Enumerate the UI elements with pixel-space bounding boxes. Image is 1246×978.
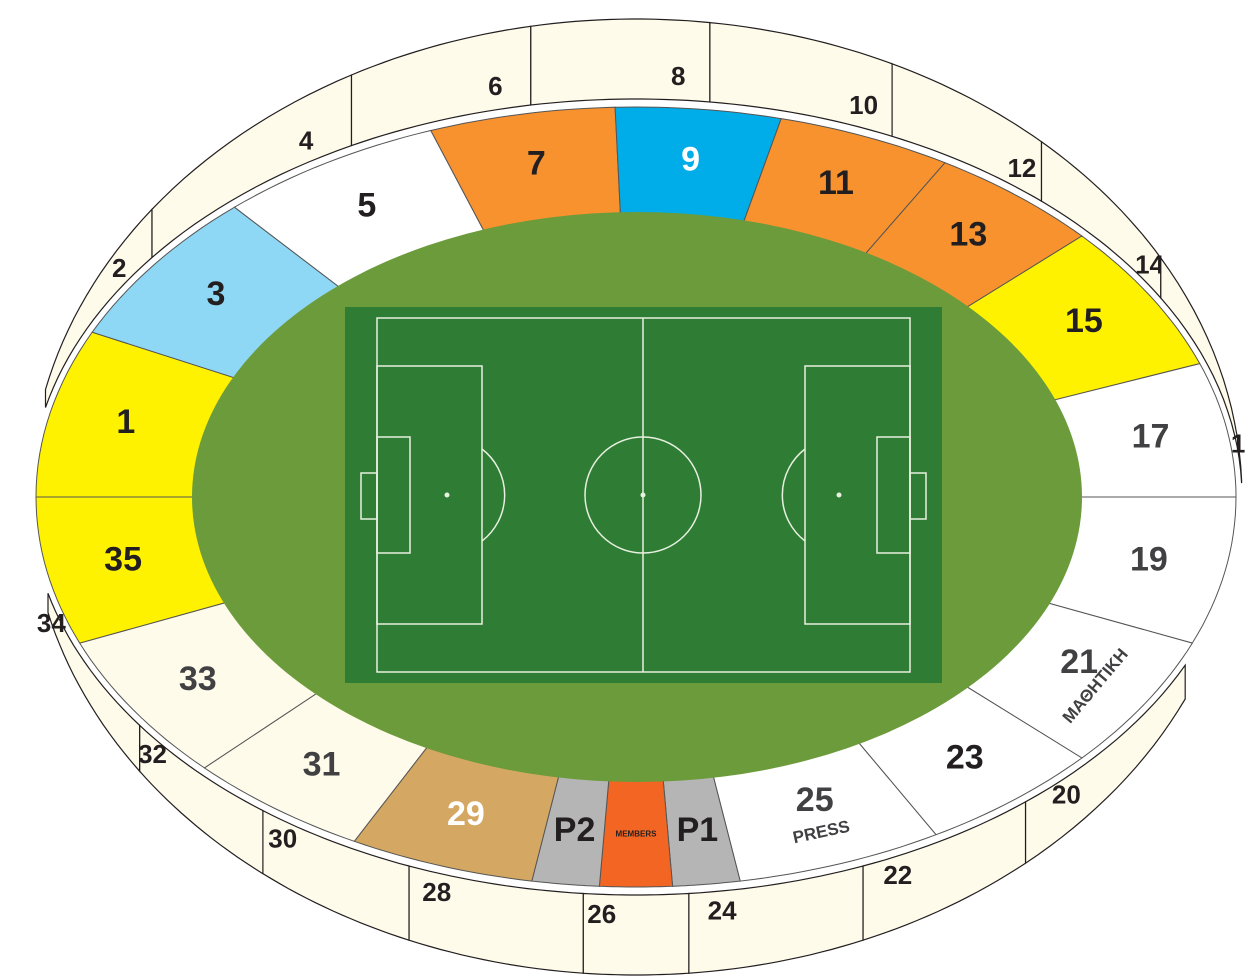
section-label: 1 bbox=[116, 403, 135, 441]
section-label: 24 bbox=[708, 896, 737, 926]
section-label: 32 bbox=[138, 739, 167, 769]
section-label: 16 bbox=[1231, 428, 1246, 458]
section-label: 33 bbox=[179, 660, 217, 698]
section-label: 35 bbox=[104, 540, 142, 578]
section-label: 3 bbox=[207, 275, 226, 313]
section-label: 6 bbox=[488, 71, 502, 101]
section-label: P2 bbox=[554, 811, 596, 849]
section-label: 28 bbox=[422, 877, 451, 907]
section-label: 20 bbox=[1052, 779, 1081, 809]
section-label: 10 bbox=[849, 90, 878, 120]
section-label: 23 bbox=[946, 738, 984, 776]
section-label: 11 bbox=[818, 164, 854, 202]
section-label: 4 bbox=[299, 126, 314, 156]
section-label: 29 bbox=[447, 795, 485, 833]
section-label: 31 bbox=[303, 746, 341, 784]
section-label: 34 bbox=[37, 608, 66, 638]
section-label: P1 bbox=[677, 811, 719, 849]
section-label: 12 bbox=[1007, 153, 1036, 183]
section-label: 26 bbox=[587, 899, 616, 929]
section-label: MEMBERS bbox=[616, 830, 658, 839]
section-label: 19 bbox=[1130, 540, 1168, 578]
pitch bbox=[345, 307, 942, 683]
section-label: 14 bbox=[1135, 250, 1164, 280]
section-label: 22 bbox=[883, 860, 912, 890]
section-label: 9 bbox=[681, 140, 700, 178]
section-label: 15 bbox=[1065, 302, 1103, 340]
section-label: 5 bbox=[357, 187, 376, 225]
stadium-map: 2468101214162022242628303234135791113151… bbox=[0, 0, 1246, 978]
section-label: 30 bbox=[268, 823, 297, 853]
section-label: 17 bbox=[1132, 417, 1170, 455]
section-label: 7 bbox=[527, 145, 546, 183]
section-label: 13 bbox=[949, 216, 987, 254]
section-label: 8 bbox=[671, 61, 685, 91]
section-label: 25 bbox=[796, 781, 834, 819]
section-label: 2 bbox=[112, 253, 126, 283]
